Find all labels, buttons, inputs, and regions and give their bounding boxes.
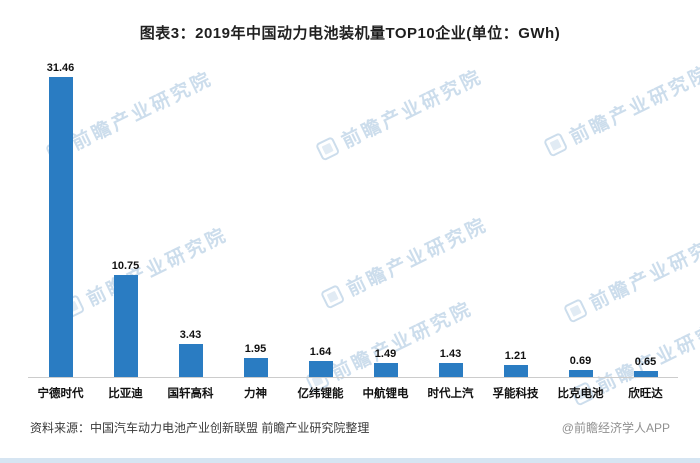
x-axis-label: 比克电池	[557, 388, 604, 400]
bar-value-label: 1.49	[374, 347, 397, 360]
chart-title: 图表3：2019年中国动力电池装机量TOP10企业(单位：GWh)	[139, 25, 561, 42]
bar-column: 0.65	[613, 57, 678, 377]
x-axis-label: 比亚迪	[108, 388, 143, 400]
bar	[48, 77, 73, 377]
bottom-scrollbar[interactable]	[0, 458, 700, 463]
bar-column: 1.95	[223, 57, 288, 377]
bar	[113, 274, 138, 377]
bar-column: 31.46	[28, 57, 93, 377]
bar-column: 0.69	[548, 57, 613, 377]
bar	[373, 362, 398, 377]
bar-value-label: 1.43	[439, 348, 462, 361]
bar	[308, 361, 333, 377]
bar-value-label: 3.43	[179, 329, 202, 342]
bar	[568, 370, 593, 377]
bar	[243, 358, 268, 377]
x-axis-label: 亿纬锂能	[297, 388, 344, 400]
bar-column: 1.43	[418, 57, 483, 377]
x-axis-label: 宁德时代	[37, 388, 84, 400]
x-axis-label: 时代上汽	[427, 388, 474, 400]
bar	[503, 365, 528, 377]
x-axis-label: 力神	[244, 388, 267, 400]
bar-column: 1.49	[353, 57, 418, 377]
x-axis-label: 孚能科技	[492, 388, 539, 400]
bar-value-label: 0.65	[634, 355, 657, 368]
bar-column: 1.64	[288, 57, 353, 377]
bar-value-label: 1.21	[504, 350, 527, 363]
bar-value-label: 1.64	[309, 346, 332, 359]
bar-column: 10.75	[93, 57, 158, 377]
source-note: 资料来源：中国汽车动力电池产业创新联盟 前瞻产业研究院整理	[30, 421, 370, 435]
bar	[178, 344, 203, 377]
bar-value-label: 1.95	[244, 343, 267, 356]
x-axis-labels: 宁德时代 比亚迪 国轩高科 力神 亿纬锂能 中航锂电 时代上汽 孚能科技 比克电池 欣旺达	[28, 378, 678, 401]
bar	[633, 370, 658, 377]
bar	[438, 363, 463, 377]
footer: 资料来源：中国汽车动力电池产业创新联盟 前瞻产业研究院整理 @前瞻经济学人APP	[30, 419, 670, 436]
bar-value-label: 0.69	[569, 355, 592, 368]
bar-column: 3.43	[158, 57, 223, 377]
x-axis-label: 中航锂电	[362, 388, 409, 400]
x-axis-label: 欣旺达	[628, 388, 663, 400]
bar-chart: 31.46 10.75 3.43 1.95 1.64 1.49 1.43 1.21 0.69 0.…	[28, 57, 678, 401]
bar-value-label: 10.75	[111, 259, 140, 272]
bar-plot: 31.46 10.75 3.43 1.95 1.64 1.49 1.43 1.21 0.69 0.…	[28, 57, 678, 378]
bar-value-label: 31.46	[46, 62, 75, 74]
credit-note: @前瞻经济学人APP	[561, 421, 670, 435]
x-axis-label: 国轩高科	[167, 388, 214, 400]
bar-column: 1.21	[483, 57, 548, 377]
